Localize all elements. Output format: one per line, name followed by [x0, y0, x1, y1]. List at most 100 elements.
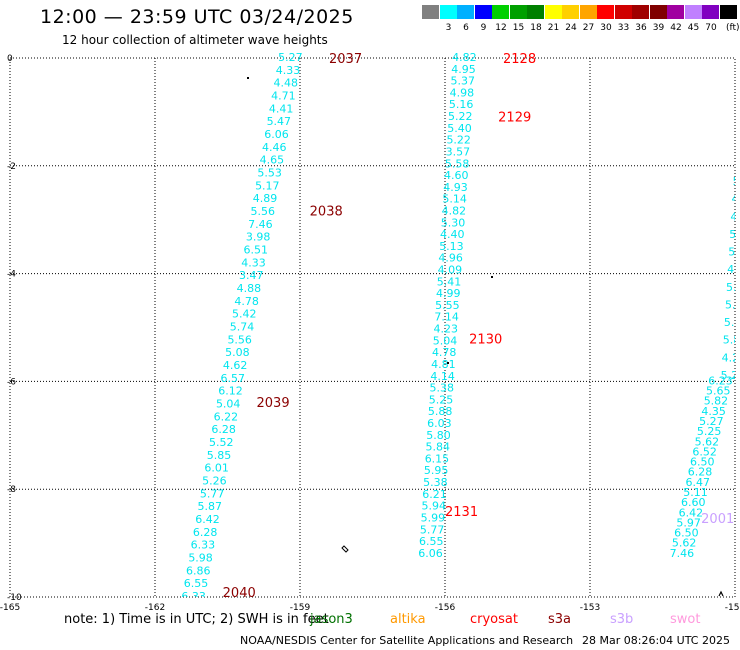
wave-height-value: 5.30	[441, 216, 466, 229]
satellite-s3b-label: s3b	[610, 612, 634, 627]
wave-height-value: 3.98	[246, 231, 271, 244]
stray-mark	[247, 77, 249, 79]
wave-height-value-clipped: 4	[730, 210, 737, 223]
wave-height-value: 5.17	[255, 179, 280, 192]
legend-label: 15	[512, 23, 525, 33]
wave-height-value: 5.82	[704, 395, 729, 408]
wave-height-value: 5.62	[672, 537, 697, 550]
legend-swatch	[509, 5, 527, 19]
wave-height-value: 5.27	[278, 51, 303, 64]
wave-height-value: 4.96	[438, 252, 463, 265]
wave-height-value-clipped: 5.83	[723, 334, 740, 347]
satellite-jason3-label: jason3	[310, 612, 353, 627]
pass-time-label: 2040	[223, 586, 256, 601]
wave-height-value: 5.27	[699, 415, 724, 428]
y-tick-label: -4	[7, 270, 16, 280]
x-tick-label: -153	[580, 603, 600, 613]
wave-height-value-clipped: 5.03	[725, 298, 740, 311]
wave-height-value: 4.78	[234, 295, 259, 308]
wave-height-value: 5.37	[450, 75, 475, 88]
wave-height-value: 5.52	[209, 436, 234, 449]
wave-height-value: 5.84	[426, 441, 451, 454]
wave-height-value-clipped: 5.3	[729, 228, 740, 241]
wave-height-value: 5.41	[437, 275, 462, 288]
wave-height-value-clipped: 4.8	[727, 263, 740, 276]
satellite-altika-label: altika	[390, 612, 426, 627]
pass-time-label: 2001	[701, 512, 734, 527]
wave-height-value: 4.98	[450, 86, 475, 99]
wave-height-value: 4.89	[253, 192, 278, 205]
pass-time-label: 2131	[445, 505, 478, 520]
legend-swatch	[579, 5, 597, 19]
x-tick-label: -150	[725, 603, 740, 613]
wave-height-value: 6.28	[211, 423, 236, 436]
legend-label: 30	[600, 23, 612, 33]
wave-height-value: 5.56	[250, 205, 275, 218]
pass-time-label: 2037	[329, 52, 362, 67]
legend-label: 6	[463, 23, 469, 33]
legend-label: 42	[670, 23, 682, 33]
wave-height-value: 4.65	[260, 154, 285, 167]
wave-height-value: 4.14	[430, 370, 455, 383]
page-subtitle: 12 hour collection of altimeter wave hei…	[62, 33, 328, 47]
wave-height-value: 6.86	[186, 564, 211, 577]
legend-swatch	[667, 5, 684, 19]
wave-height-value: 6.06	[264, 128, 289, 141]
wave-height-value: 6.50	[674, 527, 699, 540]
legend-swatch	[492, 5, 509, 19]
wave-height-value: 4.78	[432, 346, 457, 359]
wave-height-value: 6.52	[692, 445, 717, 458]
wave-height-value: 7.46	[248, 218, 273, 231]
wave-height-value: 4.35	[701, 405, 726, 418]
wave-height-value-clipped: 4.29	[722, 351, 740, 364]
wave-height-value: 5.26	[202, 475, 227, 488]
wave-height-value: 5.62	[695, 435, 720, 448]
wave-height-value: 5.14	[442, 193, 467, 206]
wave-height-value: 5.04	[433, 334, 458, 347]
legend-label: 24	[565, 23, 577, 33]
pass-time-label: 2038	[310, 205, 343, 220]
wave-height-value: 6.06	[418, 547, 443, 560]
wave-height-value: 5.53	[257, 167, 282, 180]
legend-swatch	[702, 5, 719, 19]
wave-height-value: 5.80	[426, 429, 451, 442]
wave-height-value: 6.23	[708, 374, 733, 387]
legend-swatch	[597, 5, 614, 19]
wave-height-value: 5.47	[267, 115, 292, 128]
y-tick-label: -8	[7, 485, 16, 495]
stray-mark	[718, 590, 724, 597]
legend-label: 27	[582, 23, 595, 33]
legend-label: 9	[480, 23, 487, 33]
wave-height-value: 4.82	[442, 204, 467, 217]
wave-height-value: 5.08	[225, 346, 250, 359]
wave-height-value: 5.22	[448, 110, 473, 123]
y-tick-label: -2	[7, 162, 16, 172]
wave-height-value: 4.09	[438, 264, 463, 277]
legend-swatch	[422, 5, 439, 19]
wave-height-value: 5.25	[429, 393, 454, 406]
wave-height-value: 5.40	[447, 122, 472, 135]
page-title: 12:00 — 23:59 UTC 03/24/2025	[40, 6, 354, 28]
wave-height-value: 4.82	[452, 51, 477, 64]
wave-height-value: 5.74	[230, 321, 255, 334]
wave-height-value: 7.46	[670, 547, 695, 560]
wave-height-value: 5.22	[446, 134, 471, 147]
legend-label: 36	[635, 23, 647, 33]
x-tick-label: -159	[290, 603, 311, 613]
wave-height-value: 4.48	[273, 77, 298, 90]
wave-height-value: 5.87	[198, 500, 223, 513]
wave-height-value: 5.16	[449, 98, 474, 111]
wave-height-value-clipped: 5.39	[726, 281, 740, 294]
wave-height-value: 6.51	[244, 244, 269, 257]
legend-swatch	[474, 5, 492, 19]
wave-height-value: 6.33	[181, 590, 206, 603]
stray-mark	[447, 362, 449, 364]
wave-height-value: 4.40	[440, 228, 465, 241]
wave-height-value-clipped: 5.20	[721, 369, 740, 382]
pass-time-label: 2129	[498, 110, 531, 125]
legend-swatch	[457, 5, 474, 19]
wave-height-value: 6.01	[204, 462, 229, 475]
pass-time-label: 2128	[503, 52, 536, 67]
wave-height-value: 5.11	[683, 486, 708, 499]
